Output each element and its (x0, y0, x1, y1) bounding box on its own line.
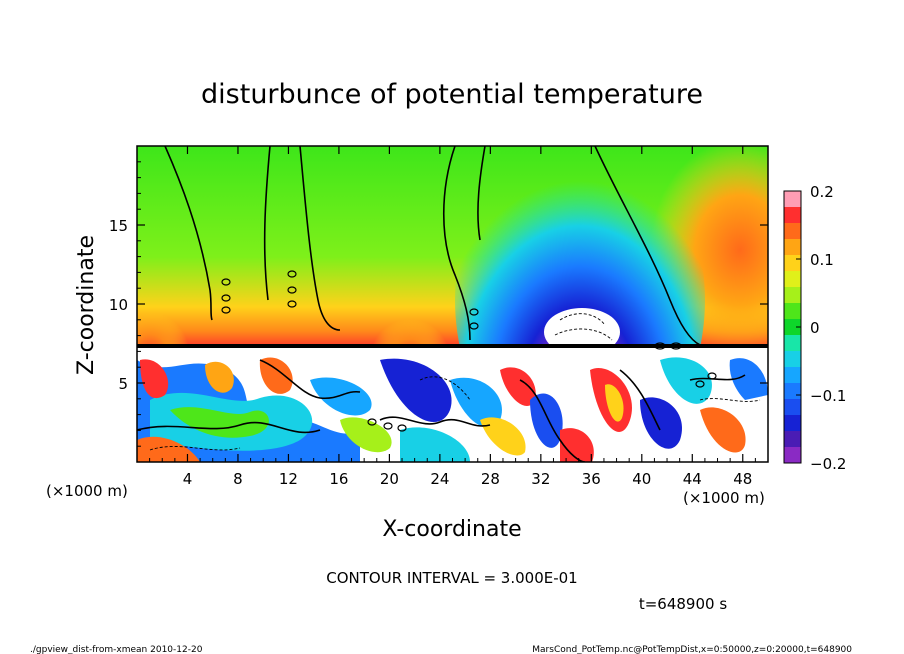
x-axis-label: X-coordinate (382, 517, 521, 542)
y-tick-label: 10 (109, 296, 128, 314)
x-tick-label: 28 (481, 470, 500, 488)
colorbar-swatch (784, 271, 801, 288)
x-tick-label: 20 (380, 470, 399, 488)
colorbar-swatch (784, 431, 801, 448)
colorbar-swatch (784, 319, 801, 336)
colorbar-tick-label: 0.2 (810, 183, 834, 201)
x-tick-label: 4 (183, 470, 193, 488)
colorbar-swatch (784, 383, 801, 400)
x-tick-label: 44 (683, 470, 702, 488)
x-tick-label: 8 (233, 470, 243, 488)
heatmap-field (137, 146, 768, 462)
x-tick-label: 40 (632, 470, 651, 488)
footer-left: ./gpview_dist-from-xmean 2010-12-20 (30, 645, 203, 654)
y-tick-label: 15 (109, 217, 128, 235)
colorbar-ticks: 0.2 0.1 0 −0.1 −0.2 (796, 183, 846, 473)
x-axis: 4 8 12 16 20 24 28 32 36 40 44 48 (149, 146, 756, 488)
colorbar-tick-label: 0.1 (810, 251, 834, 269)
colorbar-swatch (784, 287, 801, 304)
y-tick-label: 5 (118, 375, 128, 393)
colorbar-tick-label: −0.1 (810, 387, 846, 405)
colorbar-swatch (784, 367, 801, 384)
y-axis: 5 10 15 (109, 161, 768, 447)
colorbar-swatch (784, 255, 801, 272)
surface-layer-line (137, 344, 768, 348)
colorbar-swatch (784, 303, 801, 320)
colorbar-swatch (784, 239, 801, 256)
x-tick-label: 36 (582, 470, 601, 488)
x-unit-label-right: (×1000 m) (683, 489, 765, 507)
colorbar-tick-label: −0.2 (810, 455, 846, 473)
colorbar-swatch (784, 399, 801, 416)
x-tick-label: 16 (329, 470, 348, 488)
colorbar-swatch (784, 351, 801, 368)
colorbar (784, 191, 801, 464)
x-tick-label: 12 (279, 470, 298, 488)
x-tick-label: 24 (430, 470, 449, 488)
colorbar-swatch (784, 335, 801, 352)
x-tick-label: 48 (733, 470, 752, 488)
contour-interval-text: CONTOUR INTERVAL = 3.000E-01 (326, 569, 577, 587)
colorbar-tick-label: 0 (810, 319, 820, 337)
x-tick-label: 32 (531, 470, 550, 488)
colorbar-swatch (784, 415, 801, 432)
x-unit-label-left: (×1000 m) (46, 482, 128, 500)
chart-title: disturbunce of potential temperature (201, 79, 703, 110)
y-axis-label: Z-coordinate (74, 235, 99, 375)
surface-layer-edge (137, 348, 768, 350)
contour-loops (221, 270, 717, 432)
dashed-contours (149, 313, 761, 451)
colorbar-swatch (784, 191, 801, 208)
footer-right: MarsCond_PotTemp.nc@PotTempDist,x=0:5000… (532, 645, 852, 654)
colorbar-swatch (784, 223, 801, 240)
colorbar-swatch (784, 207, 801, 224)
time-text: t=648900 s (639, 595, 727, 613)
colorbar-swatch (784, 447, 801, 464)
